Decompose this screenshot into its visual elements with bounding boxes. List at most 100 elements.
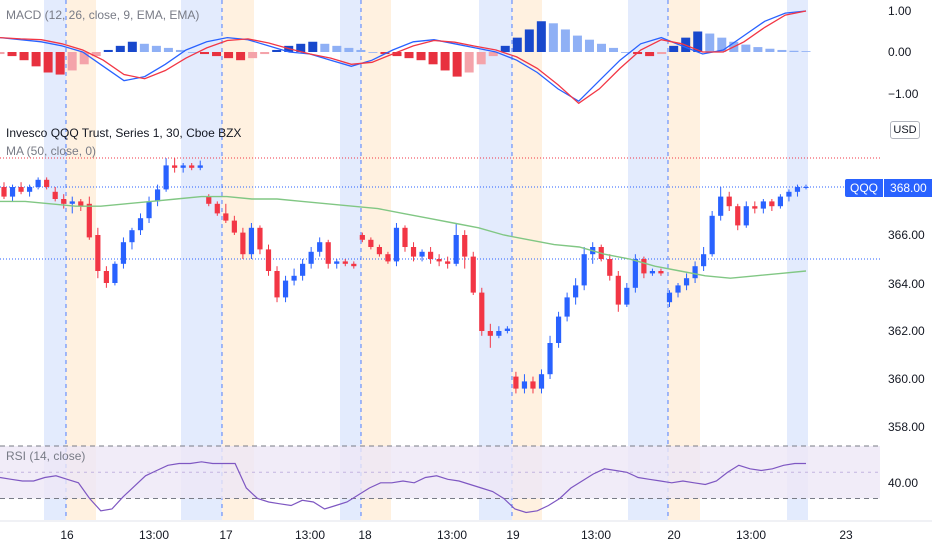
price-axis-tick: 364.00 xyxy=(888,277,925,291)
session-band xyxy=(340,0,361,520)
candle-body xyxy=(564,297,570,317)
macd-histogram-bar xyxy=(380,52,390,55)
price-axis-tick: 360.00 xyxy=(888,372,925,386)
macd-histogram-bar xyxy=(428,52,438,65)
macd-histogram-bar xyxy=(260,52,270,55)
candle-body xyxy=(615,275,621,305)
candle-body xyxy=(274,271,280,298)
macd-histogram-bar xyxy=(392,52,402,57)
macd-histogram-bar xyxy=(272,49,282,52)
macd-histogram-bar xyxy=(308,41,318,52)
macd-histogram-bar xyxy=(175,49,185,52)
macd-histogram-bar xyxy=(753,47,763,52)
macd-histogram-bar xyxy=(717,37,727,52)
macd-histogram-bar xyxy=(187,52,197,53)
macd-histogram-bar xyxy=(320,43,330,52)
candle-body xyxy=(214,203,220,214)
candle-body xyxy=(760,201,766,209)
candle-body xyxy=(419,251,425,257)
macd-histogram-bar xyxy=(19,52,29,61)
ma50-line xyxy=(0,195,807,279)
macd-histogram-bar xyxy=(163,47,173,52)
macd-histogram-bar xyxy=(91,52,101,57)
time-axis-tick: 13:00 xyxy=(581,528,611,542)
macd-axis-tick: 1.00 xyxy=(888,4,912,18)
macd-histogram-bar xyxy=(404,52,414,59)
candle-body xyxy=(701,254,707,267)
macd-histogram-bar xyxy=(212,52,222,57)
candle-body xyxy=(402,227,408,247)
rsi-legend: RSI (14, close) xyxy=(6,449,86,463)
symbol-label: QQQ xyxy=(845,179,884,197)
macd-histogram-bar xyxy=(368,52,378,53)
macd-legend: MACD (12, 26, close, 9, EMA, EMA) xyxy=(6,8,200,22)
macd-histogram-bar xyxy=(657,52,667,55)
time-axis-tick: 13:00 xyxy=(736,528,766,542)
price-axis-tick: 358.00 xyxy=(888,420,925,434)
macd-histogram-bar xyxy=(693,31,703,52)
candle-body xyxy=(769,201,775,207)
session-band xyxy=(787,0,808,520)
candle-body xyxy=(172,165,178,168)
candle-body xyxy=(163,165,169,190)
candle-body xyxy=(351,263,357,267)
session-band xyxy=(668,0,700,520)
macd-histogram-bar xyxy=(55,52,65,75)
macd-histogram-bar xyxy=(296,43,306,52)
candle-body xyxy=(385,254,391,262)
day-separators xyxy=(65,0,669,520)
candle-body xyxy=(317,242,323,252)
candle-body xyxy=(462,235,468,257)
candle-body xyxy=(265,249,272,271)
candle-body xyxy=(521,381,528,389)
candle-body xyxy=(607,259,613,276)
candle-body xyxy=(18,187,24,192)
candle-body xyxy=(496,331,502,336)
macd-histogram-bar xyxy=(31,52,41,67)
candle-body xyxy=(487,331,493,336)
macd-histogram-bar xyxy=(416,52,426,61)
candle-body xyxy=(282,280,289,298)
macd-histogram-bar xyxy=(151,45,161,52)
candle-body xyxy=(146,201,152,219)
candle-body xyxy=(709,215,715,255)
time-axis-tick: 17 xyxy=(219,528,233,542)
macd-histogram-bar xyxy=(584,39,594,52)
rsi-line xyxy=(0,461,806,514)
candle-body xyxy=(777,196,784,207)
currency-button[interactable]: USD xyxy=(890,121,920,139)
candle-body xyxy=(624,287,630,305)
candle-body xyxy=(52,191,58,199)
candle-body xyxy=(359,235,365,240)
macd-histogram-bar xyxy=(705,33,715,52)
candle-body xyxy=(95,235,101,271)
last-price-badge: QQQ 368.00 xyxy=(845,179,932,197)
price-legend: Invesco QQQ Trust, Series 1, 30, Cboe BZ… xyxy=(6,126,242,140)
candle-body xyxy=(555,316,562,343)
candle-body xyxy=(44,179,50,187)
candle-body xyxy=(658,271,664,274)
candle-body xyxy=(513,376,519,389)
candle-body xyxy=(547,343,553,375)
candle-body xyxy=(248,227,255,255)
candle-body xyxy=(26,187,33,192)
candle-body xyxy=(470,256,476,293)
candle-body xyxy=(794,187,801,192)
candle-body xyxy=(453,235,459,264)
candle-body xyxy=(112,263,118,283)
candle-body xyxy=(103,271,109,283)
macd-histogram-bar xyxy=(7,52,17,57)
macd-histogram-bar xyxy=(572,35,582,52)
candle-body xyxy=(137,218,144,231)
candle-body xyxy=(683,278,690,286)
candle-body xyxy=(666,292,673,303)
candle-body xyxy=(86,203,92,238)
candle-body xyxy=(427,251,434,259)
time-axis-tick: 16 xyxy=(60,528,74,542)
time-axis-tick: 18 xyxy=(358,528,372,542)
time-axis-tick: 13:00 xyxy=(437,528,467,542)
candle-body xyxy=(231,220,237,233)
macd-histogram-bar xyxy=(43,52,53,73)
